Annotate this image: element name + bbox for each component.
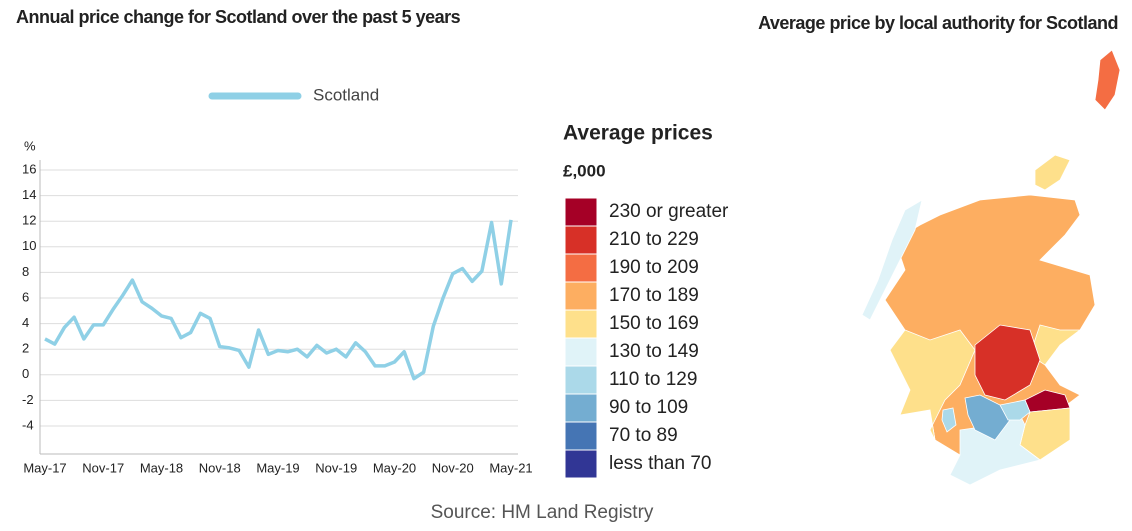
- legend-swatch: [564, 393, 598, 423]
- legend-label: 190 to 209: [609, 257, 699, 278]
- x-tick-label: Nov-19: [315, 460, 357, 475]
- x-tick-label: May-21: [489, 460, 532, 475]
- map-region: [974, 324, 1041, 401]
- y-tick-label: 16: [22, 161, 36, 176]
- x-tick-label: May-17: [23, 460, 66, 475]
- legend-label: Scotland: [313, 85, 379, 104]
- legend-swatch: [564, 197, 598, 227]
- legend-label: 170 to 189: [609, 285, 699, 306]
- legend-swatch: [564, 309, 598, 339]
- y-tick-label: 12: [22, 213, 36, 228]
- y-tick-label: 2: [22, 341, 29, 356]
- legend-label: 230 or greater: [609, 201, 729, 222]
- source: Source: HM Land Registry: [431, 502, 654, 523]
- map: [861, 49, 1121, 486]
- legend-swatch: [564, 337, 598, 367]
- y-tick-label: 10: [22, 238, 36, 253]
- map-region: [941, 407, 957, 433]
- y-tick-label: 0: [22, 366, 29, 381]
- x-tick-label: Nov-20: [432, 460, 474, 475]
- legend-subtitle: £,000: [563, 161, 606, 180]
- legend-label: 210 to 229: [609, 229, 699, 250]
- y-tick-label: -4: [22, 417, 34, 432]
- legend-swatch: [564, 253, 598, 283]
- map-region: [889, 329, 976, 441]
- y-tick-label: 8: [22, 264, 29, 279]
- x-tick-label: May-20: [373, 460, 416, 475]
- map-region: [964, 394, 1011, 441]
- x-tick-label: May-19: [256, 460, 299, 475]
- x-tick-label: Nov-17: [82, 460, 124, 475]
- legend-swatch: [564, 225, 598, 255]
- y-tick-label: 4: [22, 315, 29, 330]
- x-tick-label: May-18: [140, 460, 183, 475]
- line-series: [44, 219, 513, 381]
- legend-label: 70 to 89: [609, 425, 678, 446]
- y-tick-label: 6: [22, 289, 29, 304]
- legend-swatch: [564, 449, 598, 479]
- y-tick-label: 14: [22, 187, 36, 202]
- x-tick-label: Nov-18: [199, 460, 241, 475]
- legend-title: Average prices: [563, 122, 713, 145]
- legend-swatch: [564, 421, 598, 451]
- legend-swatch: [564, 365, 598, 395]
- y-axis-label: %: [24, 138, 36, 153]
- y-tick-label: -2: [22, 392, 34, 407]
- map-region: [1094, 49, 1121, 111]
- legend-label: 150 to 169: [609, 313, 699, 334]
- legend-label: 130 to 149: [609, 341, 699, 362]
- legend-label: 90 to 109: [609, 397, 688, 418]
- legend-swatch: [564, 281, 598, 311]
- legend-label: less than 70: [609, 453, 711, 474]
- map-region: [1034, 154, 1071, 191]
- chart-title: Annual price change for Scotland over th…: [16, 7, 461, 27]
- map-region: [861, 199, 923, 321]
- map-region: [999, 399, 1031, 421]
- legend-label: 110 to 129: [609, 369, 697, 390]
- map-title: Average price by local authority for Sco…: [758, 13, 1118, 33]
